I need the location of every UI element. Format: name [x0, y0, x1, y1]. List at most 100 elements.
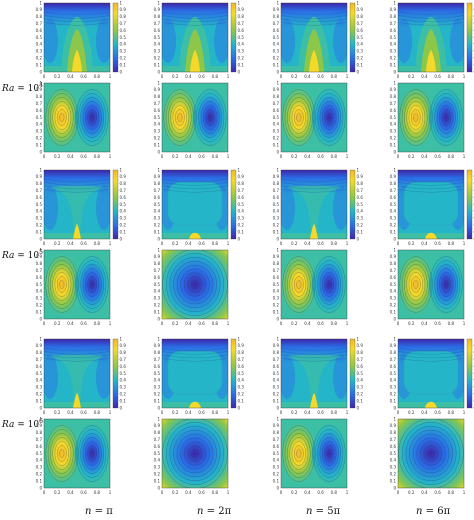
y-tick-label: 0.6	[390, 275, 397, 280]
y-tick-label: 0.7	[154, 268, 161, 273]
y-tick-label: 0.2	[390, 392, 397, 397]
temperature-panel-r2-c2: 1 0.9 0.8 0.7 0.6 0.5 0.4 0.3 0.2 0.1 0 0 0.2 0.4 0.6 0…	[273, 167, 364, 247]
vortex-counterclockwise	[311, 254, 347, 315]
streamfunction-panel-r1-c3: 1 0.9 0.8 0.7 0.6 0.5 0.4 0.3 0.2 0.1 0 0 0.2 0.4 0.6 0…	[390, 80, 474, 160]
colorbar-tick-label: 0.1	[120, 62, 127, 67]
streamline	[80, 97, 104, 138]
colorbar-tick-label: 1	[238, 336, 241, 341]
streamline	[324, 445, 334, 462]
y-tick-label: 0.2	[36, 392, 43, 397]
streamline	[402, 422, 460, 485]
vortex-clockwise	[44, 423, 80, 484]
colorbar-tick-label: 0	[357, 69, 360, 74]
isotherm-line	[398, 182, 464, 186]
streamline	[412, 433, 450, 474]
y-tick-label: 0.5	[273, 115, 280, 120]
y-tick-label: 0.1	[273, 142, 280, 147]
streamline	[207, 113, 213, 122]
thermal-plume-hot	[310, 392, 318, 408]
colorbar-tick-label: 0.5	[357, 371, 364, 376]
x-tick-label: 0.4	[185, 154, 192, 159]
y-tick-label: 0.4	[273, 122, 280, 127]
streamline	[429, 89, 463, 146]
colorbar-tick-label: 0.1	[120, 398, 127, 403]
streamline	[420, 441, 442, 466]
y-tick-label: 0.1	[273, 398, 280, 403]
streamline	[315, 93, 344, 142]
y-tick-label: 0.6	[154, 108, 161, 113]
plot-area	[281, 339, 347, 408]
column-label-n-pi: n = π	[85, 506, 113, 517]
streamline	[291, 441, 306, 466]
streamline	[54, 272, 69, 297]
y-tick-label: 0.5	[273, 371, 280, 376]
x-tick-label: 1	[109, 321, 112, 326]
colorbar-tick-label: 0.2	[357, 56, 364, 61]
y-tick-label: 0.4	[36, 289, 43, 294]
plot-frame	[280, 169, 348, 240]
streamfunction-panel-r5-c2: 1 0.9 0.8 0.7 0.6 0.5 0.4 0.3 0.2 0.1 0 0 0.2 0.4 0.6 0…	[273, 416, 364, 496]
y-tick-label: 0.4	[36, 458, 43, 463]
y-tick-label: 0.5	[154, 451, 161, 456]
colorbar-tick-label: 1	[120, 167, 123, 172]
y-tick-label: 0.5	[390, 115, 397, 120]
y-tick-label: 0.6	[154, 28, 161, 33]
vortex-clockwise	[44, 87, 80, 148]
plot-area	[281, 170, 347, 239]
colorbar-tick-label: 0.8	[357, 181, 364, 186]
y-tick-label: 0.6	[36, 444, 43, 449]
colorbar-tick-label: 0.5	[357, 35, 364, 40]
isotherm-line	[281, 185, 347, 189]
x-tick-label: 0.2	[54, 410, 61, 415]
y-tick-label: 0.5	[390, 451, 397, 456]
streamfunction-panel-r3-c1: 1 0.9 0.8 0.7 0.6 0.5 0.4 0.3 0.2 0.1 0 0 0.2 0.4 0.6 0…	[154, 247, 245, 327]
colorbar	[349, 2, 356, 73]
streamline	[52, 437, 72, 470]
y-tick-label: 0.2	[154, 136, 161, 141]
x-tick-label: 0.4	[304, 490, 311, 495]
plot-area	[44, 339, 110, 408]
y-tick-label: 0.7	[36, 437, 43, 442]
y-tick-label: 0.8	[390, 94, 397, 99]
isotherm-line	[44, 354, 110, 358]
x-tick-label: 0	[161, 321, 164, 326]
temperature-field	[398, 3, 464, 72]
isotherm-line	[162, 178, 228, 183]
y-tick-label: 0.8	[273, 350, 280, 355]
colorbar-tick-label: 0.2	[120, 223, 127, 228]
x-tick-label: 0.6	[198, 490, 205, 495]
streamline	[57, 109, 67, 126]
x-tick-label: 0.2	[291, 74, 298, 79]
y-tick-label: 0.3	[390, 465, 397, 470]
y-tick-label: 1	[276, 80, 279, 85]
streamline	[322, 441, 337, 466]
y-tick-label: 0.1	[154, 62, 161, 67]
y-tick-label: 0.9	[36, 423, 43, 428]
y-tick-label: 1	[276, 336, 279, 341]
x-tick-label: 0.6	[198, 154, 205, 159]
streamline	[187, 445, 203, 462]
x-tick-label: 0.6	[434, 74, 441, 79]
y-tick-label: 0.3	[390, 385, 397, 390]
y-tick-label: 0	[39, 485, 42, 490]
y-tick-label: 0	[276, 236, 279, 241]
plot-frame	[280, 418, 348, 489]
x-tick-label: 1	[227, 241, 230, 246]
y-tick-label: 0.4	[36, 378, 43, 383]
y-tick-label: 0.1	[154, 142, 161, 147]
streamline	[75, 425, 109, 482]
y-tick-label: 0.5	[36, 35, 43, 40]
temperature-panel-r2-c1: 1 0.9 0.8 0.7 0.6 0.5 0.4 0.3 0.2 0.1 0 0 0.2 0.4 0.6 0…	[154, 167, 245, 247]
y-tick-label: 0.7	[390, 268, 397, 273]
streamline	[87, 109, 97, 126]
y-tick-label: 1	[393, 416, 396, 421]
y-tick-label: 0.6	[390, 28, 397, 33]
streamline	[326, 449, 332, 458]
y-tick-label: 1	[39, 416, 42, 421]
colorbar	[230, 2, 237, 73]
x-tick-label: 0.2	[172, 321, 179, 326]
colorbar	[349, 169, 356, 240]
cold-lobe-left	[44, 354, 58, 400]
thermal-plume	[49, 354, 105, 408]
streamfunction-panel-r3-c3: 1 0.9 0.8 0.7 0.6 0.5 0.4 0.3 0.2 0.1 0 0 0.2 0.4 0.6 0…	[390, 247, 474, 327]
